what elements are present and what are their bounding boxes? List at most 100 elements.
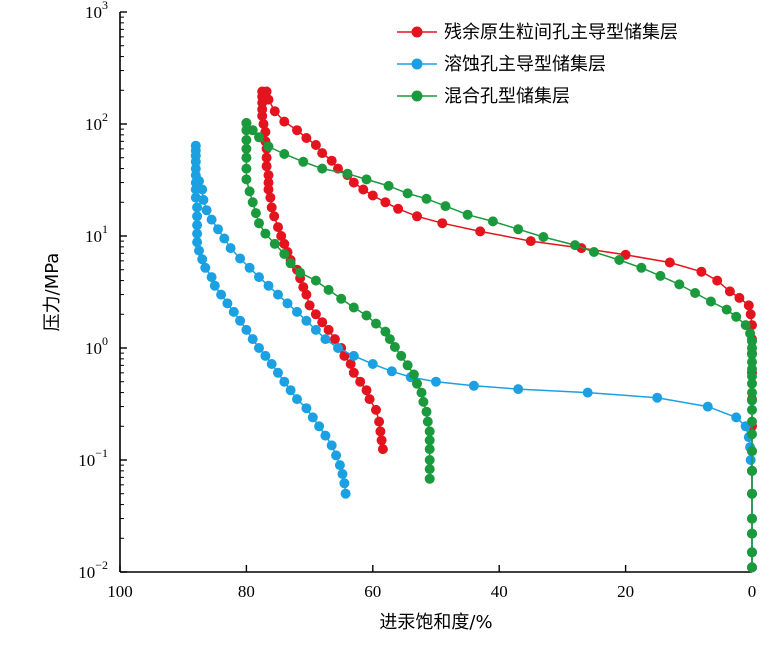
data-point [192,211,203,222]
data-point [424,426,435,437]
data-point [337,469,348,479]
data-point [326,440,337,451]
data-point [298,282,309,293]
data-point [263,177,274,188]
data-point [194,245,204,256]
data-point [282,298,293,309]
data-point [724,286,735,297]
data-point [250,208,261,219]
data-point [192,237,203,248]
data-point [225,243,236,254]
data-point [747,513,757,524]
data-point [431,376,441,387]
data-point [376,435,387,446]
data-point [260,228,271,239]
data-point [402,360,413,371]
data-point [301,289,312,300]
data-point [263,280,274,291]
legend-item-2: 溶蚀孔主导型储集层 [397,54,606,75]
data-point [367,359,378,369]
data-point [734,292,745,303]
data-point [304,300,315,311]
data-point [241,152,252,163]
data-point [345,359,356,369]
data-point [348,367,359,378]
data-point [747,562,757,573]
y-tick-label: 101 [85,222,108,246]
data-point [747,465,757,476]
data-point [375,426,386,437]
data-point [273,367,283,378]
data-point [254,218,264,229]
series-1-extrusion-line [261,91,384,450]
data-point [216,289,227,300]
data-point [384,334,395,345]
data-point [209,280,220,291]
data-point [279,238,290,249]
data-point [721,304,732,315]
data-point [747,404,757,415]
data-point [197,254,208,265]
data-point [298,156,309,167]
data-point [273,222,283,233]
data-point [244,186,255,197]
data-point [317,148,328,159]
data-point [513,384,524,395]
data-point [200,262,211,273]
data-point [263,141,274,152]
data-point [525,236,536,247]
data-point [292,394,302,405]
data-point [310,324,321,335]
data-point [424,455,435,465]
data-point [747,336,757,347]
data-point [279,149,290,159]
data-point [301,133,312,143]
data-point [355,376,366,387]
y-tick-label: 102 [85,110,108,134]
data-point [333,343,343,353]
data-point [314,421,325,432]
legend-marker [411,90,423,102]
data-point [301,403,312,414]
data-point [348,177,359,188]
data-point [412,211,422,222]
data-point [747,547,757,558]
x-tick-label: 0 [748,582,757,601]
data-point [266,202,277,213]
data-point [269,211,280,222]
data-point [192,228,203,239]
data-point [348,350,359,361]
data-point [412,378,422,389]
data-point [424,444,435,455]
data-point [241,163,252,174]
data-point [273,289,283,300]
data-point [279,249,290,259]
data-point [329,334,340,345]
data-point [279,116,290,127]
data-point [320,430,331,441]
y-tick-label: 10−1 [78,446,108,470]
data-point [570,240,580,251]
data-point [326,155,337,166]
data-point [285,385,296,396]
data-point [320,334,331,345]
data-point [747,429,757,440]
data-point [266,359,277,369]
series-layer [190,86,757,573]
data-point [396,350,407,361]
data-point [235,315,246,326]
data-point [745,309,756,320]
data-point [383,180,394,191]
series-1-intrusion-line [265,91,753,568]
data-point [402,188,413,199]
legend-marker [411,58,423,70]
data-point [310,140,321,150]
data-point [342,168,353,179]
data-point [190,177,201,188]
data-point [747,528,757,539]
data-point [310,309,321,320]
data-point [513,224,524,235]
data-point [421,406,432,417]
data-point [361,174,372,185]
data-point [295,267,306,278]
